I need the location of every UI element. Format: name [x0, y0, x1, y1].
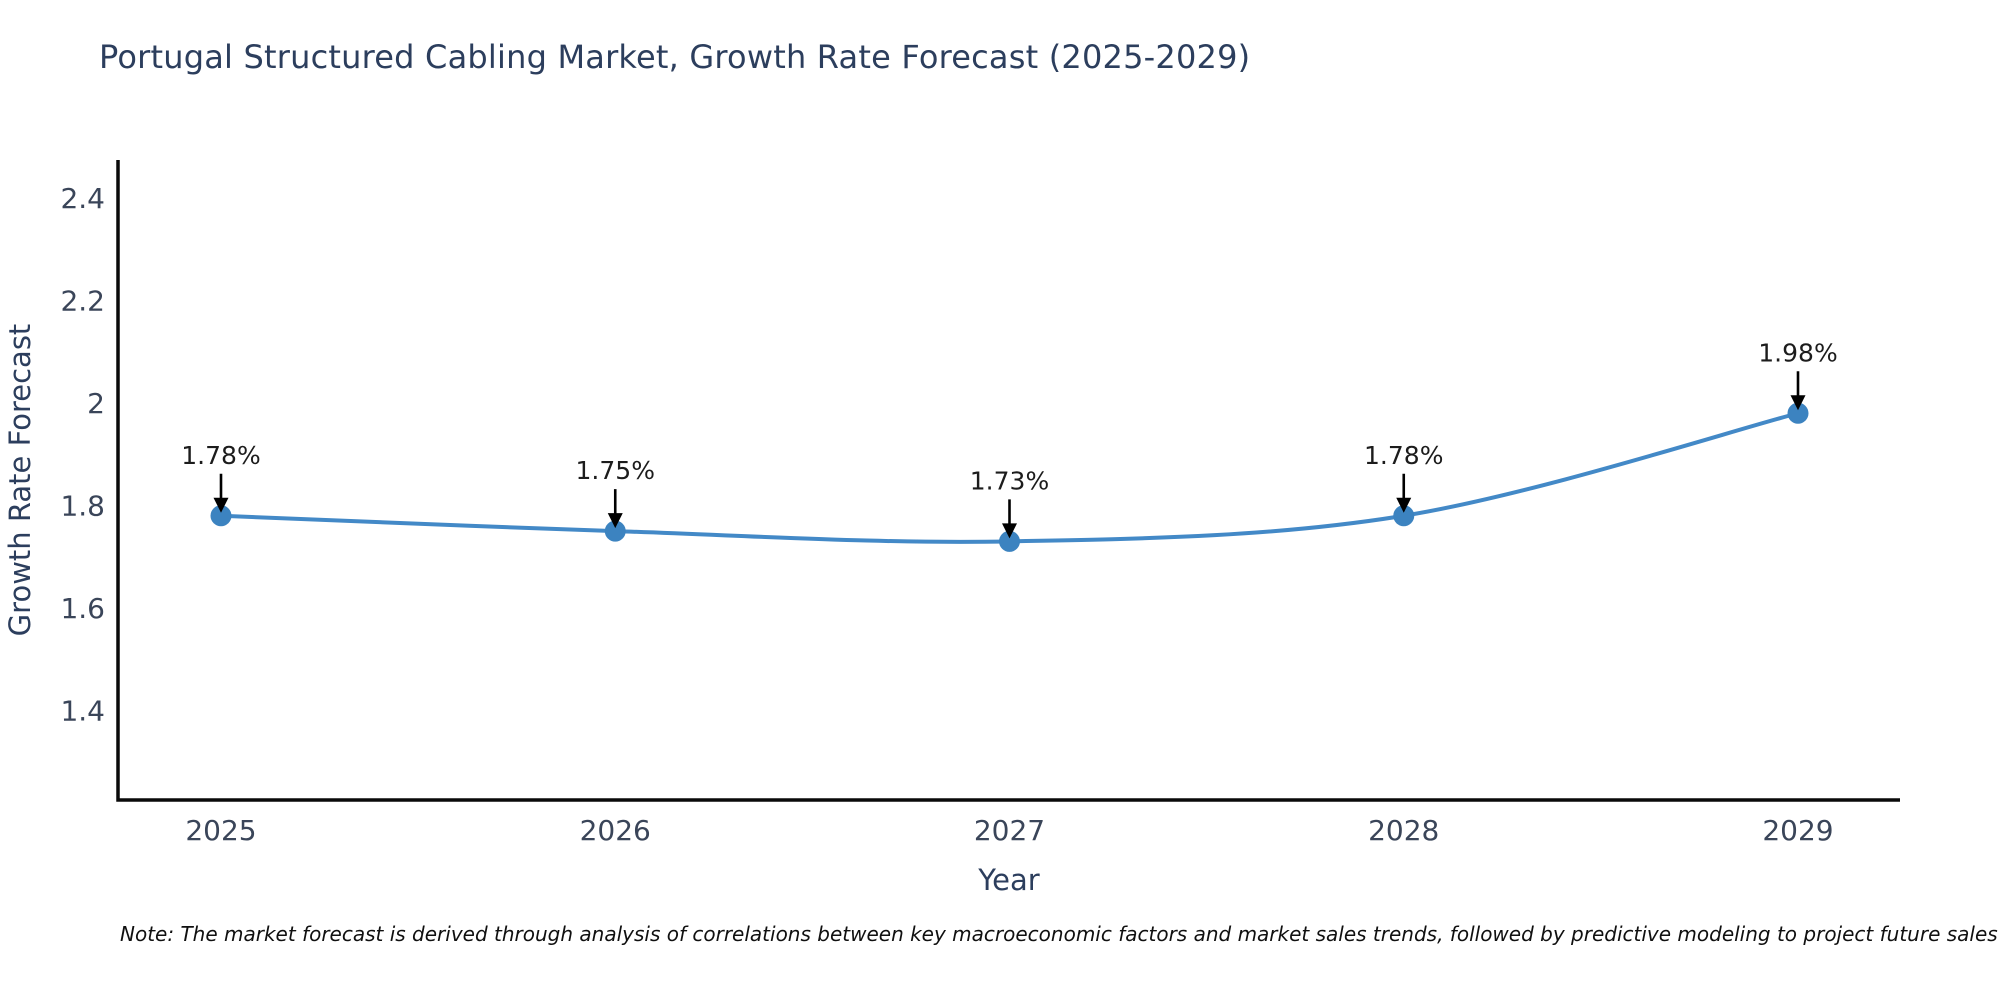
annotation-arrowhead [1396, 497, 1412, 513]
x-tick-label: 2025 [185, 814, 256, 847]
axes-spines [116, 160, 1900, 802]
footnote: Note: The market forecast is derived thr… [120, 922, 1998, 946]
x-axis-title: Year [977, 863, 1039, 897]
x-tick-label: 2027 [974, 814, 1045, 847]
y-tick-label: 2.4 [60, 182, 105, 215]
point-annotation-2025: 1.78% [181, 441, 260, 470]
point-annotation-2029: 1.98% [1758, 338, 1837, 367]
x-tick-label: 2026 [580, 814, 651, 847]
data-point-2027 [999, 530, 1020, 552]
data-point-2026 [604, 520, 626, 542]
data-point-2028 [1393, 505, 1415, 527]
annotation-arrowhead [607, 513, 623, 529]
annotation-arrowhead [213, 497, 229, 513]
y-tick-label: 1.6 [60, 592, 105, 625]
y-tick-label: 1.4 [60, 695, 105, 728]
data-point-2025 [210, 505, 232, 527]
y-tick-label: 1.8 [60, 490, 105, 523]
y-axis-title: Growth Rate Forecast [3, 324, 37, 637]
y-tick-label: 2 [87, 387, 105, 420]
y-tick-label: 2.2 [60, 285, 105, 318]
chart-title: Portugal Structured Cabling Market, Grow… [99, 38, 1251, 76]
point-annotation-2026: 1.75% [576, 456, 655, 485]
point-annotation-2027: 1.73% [970, 466, 1049, 495]
annotation-arrowhead [1790, 395, 1806, 411]
data-point-2029 [1787, 402, 1809, 424]
x-tick-label: 2029 [1762, 814, 1833, 847]
point-annotation-2028: 1.78% [1364, 441, 1443, 470]
x-tick-label: 2028 [1368, 814, 1439, 847]
annotation-arrowhead [1002, 523, 1017, 539]
